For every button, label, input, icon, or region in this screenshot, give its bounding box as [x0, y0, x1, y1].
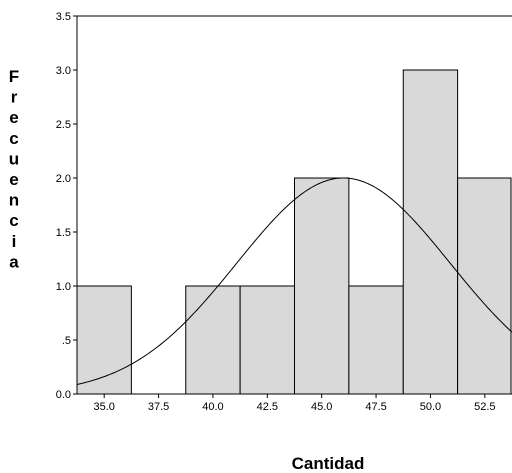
- x-tick-label: 42.5: [257, 401, 278, 413]
- y-axis-title-letter: c: [9, 129, 18, 148]
- y-tick-label: .5: [62, 335, 71, 347]
- x-tick-label: 37.5: [148, 401, 169, 413]
- x-axis: 35.0 37.5 40.0 42.5 45.0 47.5 50.0 52.5: [93, 394, 496, 413]
- histogram-bar: [457, 177, 512, 395]
- y-axis: 0.0 .5 1.0 1.5 2.0 2.5 3.0 3.5: [56, 11, 77, 401]
- y-axis-title-letter: e: [9, 108, 18, 127]
- y-axis-title-letter: u: [9, 149, 19, 168]
- y-tick-label: 3.5: [56, 11, 71, 23]
- y-tick-label: 1.5: [56, 227, 71, 239]
- histogram-bar: [239, 285, 295, 395]
- histogram-bar: [76, 285, 132, 395]
- x-tick-label: 47.5: [365, 401, 386, 413]
- normal-curve: [76, 177, 512, 385]
- y-axis-title-letter: e: [9, 170, 18, 189]
- histogram-bar: [348, 285, 404, 395]
- y-tick-label: 2.0: [56, 173, 71, 185]
- y-tick-label: 0.0: [56, 389, 71, 401]
- plot-frame: [76, 15, 512, 395]
- y-axis-title-letter: c: [9, 211, 18, 230]
- bars-layer: [76, 69, 512, 395]
- x-tick-label: 52.5: [474, 401, 495, 413]
- y-axis-title-letter: i: [12, 232, 17, 251]
- histogram-bar: [402, 69, 459, 395]
- y-axis-title-letter: r: [11, 88, 18, 107]
- histogram-bar: [185, 285, 241, 395]
- y-tick-label: 2.5: [56, 119, 71, 131]
- x-tick-label: 50.0: [420, 401, 441, 413]
- x-tick-label: 35.0: [93, 401, 114, 413]
- histogram-bar: [294, 177, 350, 395]
- y-axis-title-letter: a: [9, 252, 19, 271]
- y-tick-label: 1.0: [56, 281, 71, 293]
- x-axis-title: Cantidad: [292, 454, 365, 473]
- x-tick-label: 45.0: [311, 401, 332, 413]
- y-axis-title-letter: n: [9, 191, 19, 210]
- normal-curve-layer: [76, 177, 512, 385]
- y-axis-title-letter: F: [9, 67, 19, 86]
- y-tick-label: 3.0: [56, 65, 71, 77]
- x-tick-label: 40.0: [202, 401, 223, 413]
